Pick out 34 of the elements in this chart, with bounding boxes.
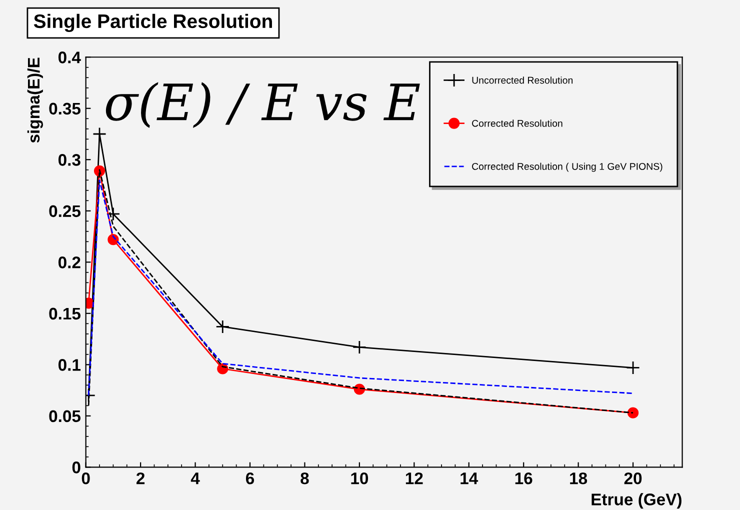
- x-tick-label: 18: [570, 472, 588, 484]
- y-tick-label: 0: [72, 462, 80, 474]
- x-tick-label: 4: [190, 472, 200, 484]
- point: [352, 340, 366, 354]
- point: [626, 360, 640, 375]
- x-tick-label: 14: [460, 472, 478, 484]
- x-tick-label: 10: [351, 472, 368, 484]
- y-tick-label: 0.1: [58, 359, 81, 371]
- y-tick-label: 0.2: [58, 256, 80, 268]
- point: [216, 320, 230, 334]
- x-tick-label: 12: [406, 472, 423, 484]
- y-tick-label: 0.35: [49, 102, 81, 115]
- point: [627, 407, 639, 418]
- legend-label: Uncorrected Resolution: [472, 76, 573, 84]
- y-tick-label: 0.15: [49, 308, 81, 320]
- x-tick-label: 8: [300, 472, 309, 484]
- legend-label: Corrected Resolution ( Using 1 GeV PIONS): [472, 162, 662, 172]
- y-tick-label: 0.3: [58, 154, 80, 166]
- x-tick-label: 0: [82, 472, 90, 484]
- point: [92, 127, 106, 141]
- x-tick-label: 20: [624, 472, 642, 484]
- chart-title: Single Particle Resolution: [34, 14, 272, 32]
- x-axis-title: Etrue (GeV): [592, 493, 682, 509]
- point: [106, 207, 120, 221]
- x-tick-label: 2: [136, 472, 145, 484]
- x-tick-label: 16: [515, 472, 532, 484]
- point: [108, 234, 119, 246]
- y-tick-label: 0.4: [58, 52, 81, 64]
- legend-label: Corrected Resolution: [472, 120, 562, 127]
- y-tick-label: 0.05: [49, 410, 81, 422]
- y-tick-label: 0.25: [49, 205, 81, 218]
- x-tick-label: 6: [246, 472, 254, 484]
- y-axis-title: sigma(E)/E: [27, 58, 43, 143]
- annotation: σ(E) / E vs E: [106, 82, 420, 128]
